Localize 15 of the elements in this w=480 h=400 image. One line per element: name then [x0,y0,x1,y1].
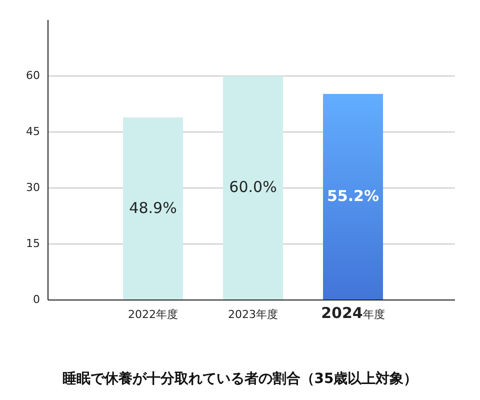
text: 睡眠で休養が十分取れている者の割合（35歳以上対象） [62,370,418,387]
y-tick-label: 60 [26,69,40,82]
y-tick-label: 30 [26,181,40,194]
data-label: 60.0% [229,178,277,196]
bar [223,76,283,300]
bar [123,117,183,300]
x-tick-label: 2022年度 [128,308,178,321]
x-tick-label: 2024年度 [321,304,385,322]
data-label: 48.9% [129,198,177,217]
bar [323,94,383,300]
data-label: 55.2% [326,187,380,206]
y-tick-label: 0 [33,293,40,306]
y-tick-label: 45 [26,125,40,138]
x-tick-label: 2023年度 [228,308,278,321]
y-tick-label: 15 [26,237,40,250]
